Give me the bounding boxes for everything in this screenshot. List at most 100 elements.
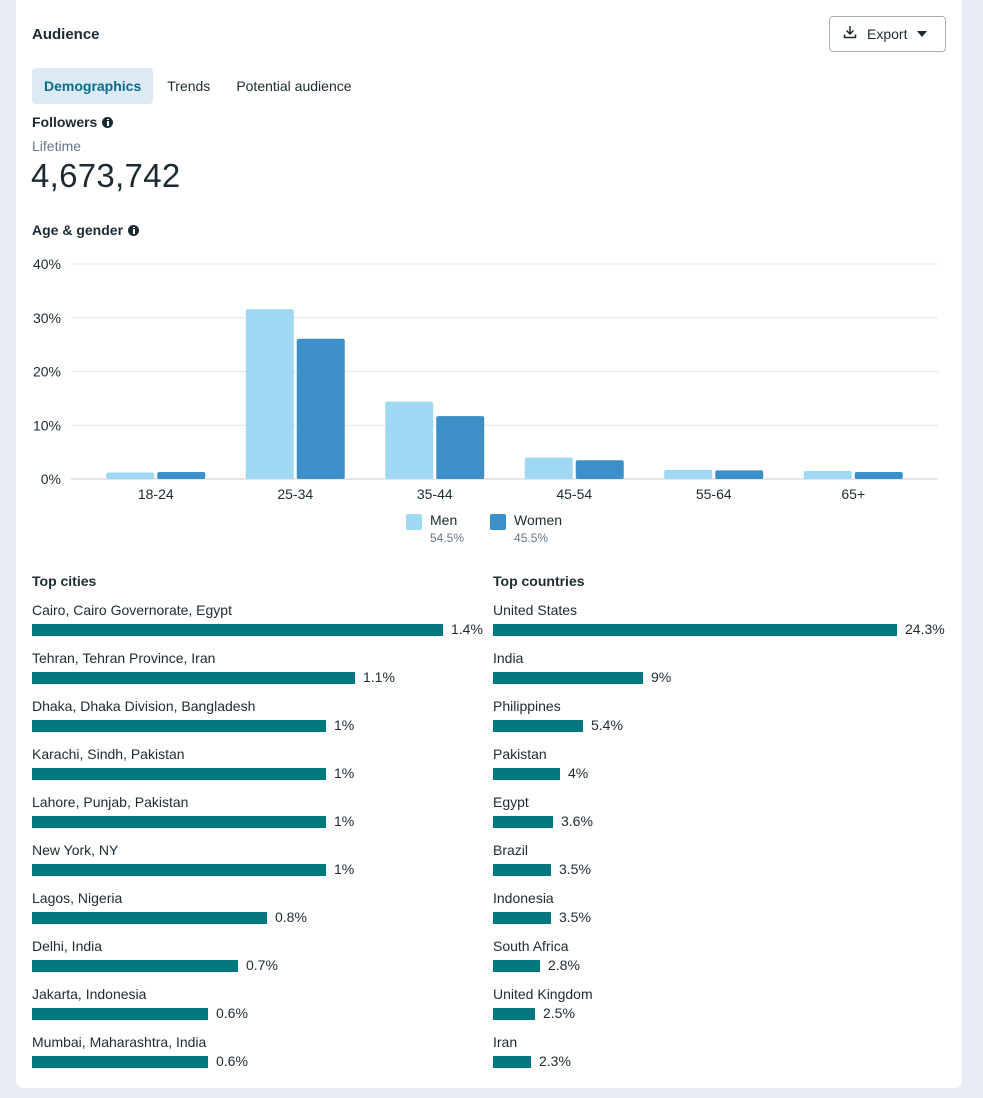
bar-men: [664, 469, 713, 479]
city-bar: [32, 912, 267, 924]
city-row: Lagos, Nigeria 0.8%: [32, 888, 482, 936]
x-tick-label: 25-34: [277, 486, 313, 500]
city-bar: [32, 720, 326, 732]
city-value: 0.7%: [246, 957, 278, 973]
followers-title: Followers: [32, 114, 98, 130]
bar-women: [854, 472, 903, 479]
country-name: India: [493, 650, 524, 666]
top-countries-title: Top countries: [493, 573, 585, 589]
city-value: 1.1%: [363, 669, 395, 685]
city-name: Lahore, Punjab, Pakistan: [32, 794, 189, 810]
city-bar: [32, 624, 443, 636]
tab-trends[interactable]: Trends: [167, 78, 211, 94]
country-name: Pakistan: [493, 746, 547, 762]
city-value: 0.8%: [275, 909, 307, 925]
legend-women[interactable]: Women 45.5%: [490, 512, 562, 545]
export-label: Export: [867, 26, 908, 42]
followers-period: Lifetime: [32, 138, 82, 154]
city-value: 1%: [334, 813, 355, 829]
bar-men: [524, 457, 573, 479]
country-name: United States: [493, 602, 578, 618]
top-cities-title: Top cities: [32, 573, 97, 589]
info-icon[interactable]: [102, 116, 114, 128]
legend-men-pct: 54.5%: [430, 531, 465, 545]
country-value: 5.4%: [591, 717, 623, 733]
legend-men-label: Men: [430, 512, 458, 528]
export-button[interactable]: Export: [829, 16, 946, 52]
city-name: Karachi, Sindh, Pakistan: [32, 746, 185, 762]
city-row: Tehran, Tehran Province, Iran 1.1%: [32, 648, 482, 696]
download-icon: [843, 25, 857, 44]
x-tick-label: 45-54: [556, 486, 592, 500]
audience-card: Audience Export Demographics Trends Pote…: [16, 0, 962, 1088]
country-row: Indonesia 3.5%: [493, 888, 953, 936]
y-tick-label: 20%: [33, 364, 61, 380]
country-row: United States 24.3%: [493, 600, 953, 648]
city-name: Delhi, India: [32, 938, 103, 954]
country-value: 2.3%: [539, 1053, 571, 1069]
x-tick-label: 55-64: [696, 486, 732, 500]
bar-men: [803, 470, 852, 479]
city-row: Cairo, Cairo Governorate, Egypt 1.4%: [32, 600, 483, 648]
city-value: 0.6%: [216, 1053, 248, 1069]
age-gender-chart: 0% 10% 20% 30% 40% 18-24 25-34 35-44 45-54 55-64 6…: [33, 256, 938, 500]
country-row: Brazil 3.5%: [493, 840, 953, 888]
country-bar: [493, 912, 551, 924]
country-value: 2.5%: [543, 1005, 575, 1021]
tab-demographics[interactable]: Demographics: [32, 68, 154, 104]
followers-count: 4,673,742: [31, 157, 181, 194]
city-bar: [32, 1056, 208, 1068]
country-name: South Africa: [493, 938, 569, 954]
chart-legend: Men 54.5% Women 45.5%: [406, 512, 588, 545]
city-value: 1%: [334, 717, 355, 733]
caret-down-icon: [917, 31, 928, 37]
country-value: 4%: [568, 765, 589, 781]
y-tick-label: 10%: [33, 417, 61, 433]
city-bar: [32, 768, 326, 780]
legend-swatch-women: [490, 514, 507, 530]
country-value: 3.5%: [559, 909, 591, 925]
city-value: 1%: [334, 861, 355, 877]
city-row: Dhaka, Dhaka Division, Bangladesh 1%: [32, 696, 482, 744]
city-value: 1.4%: [451, 621, 483, 637]
country-bar: [493, 624, 897, 636]
country-row: Philippines 5.4%: [493, 696, 953, 744]
country-row: Egypt 3.6%: [493, 792, 953, 840]
y-tick-label: 0%: [41, 471, 61, 487]
country-value: 24.3%: [905, 621, 945, 637]
city-name: Tehran, Tehran Province, Iran: [32, 650, 216, 666]
city-row: Delhi, India 0.7%: [32, 936, 482, 984]
city-bar: [32, 864, 326, 876]
x-tick-label: 35-44: [417, 486, 453, 500]
legend-men[interactable]: Men 54.5%: [406, 512, 464, 545]
legend-women-label: Women: [514, 512, 563, 528]
legend-swatch-men: [406, 514, 422, 530]
country-name: United Kingdom: [493, 986, 593, 1002]
info-icon[interactable]: [128, 224, 140, 236]
country-row: India 9%: [493, 648, 953, 696]
country-row: United Kingdom 2.5%: [493, 984, 953, 1032]
tab-potential-audience[interactable]: Potential audience: [236, 78, 352, 94]
bar-women: [715, 470, 764, 479]
city-name: New York, NY: [32, 842, 119, 858]
bar-men: [385, 401, 434, 479]
city-row: Karachi, Sindh, Pakistan 1%: [32, 744, 482, 792]
country-row: South Africa 2.8%: [493, 936, 953, 984]
country-name: Philippines: [493, 698, 561, 714]
country-bar: [493, 816, 553, 828]
followers-heading: Followers: [32, 114, 114, 130]
bar-women: [157, 472, 206, 479]
y-tick-label: 30%: [33, 310, 61, 326]
city-name: Mumbai, Maharashtra, India: [32, 1034, 207, 1050]
city-bar: [32, 1008, 208, 1020]
bar-men: [245, 309, 294, 479]
country-bar: [493, 672, 643, 684]
country-bar: [493, 960, 540, 972]
country-row: Iran 2.3%: [493, 1032, 953, 1080]
country-bar: [493, 1008, 535, 1020]
x-tick-label: 65+: [841, 486, 865, 500]
city-value: 1%: [334, 765, 355, 781]
country-bar: [493, 768, 560, 780]
age-gender-title: Age & gender: [32, 222, 124, 238]
tab-bar: Demographics Trends Potential audience: [32, 68, 366, 104]
